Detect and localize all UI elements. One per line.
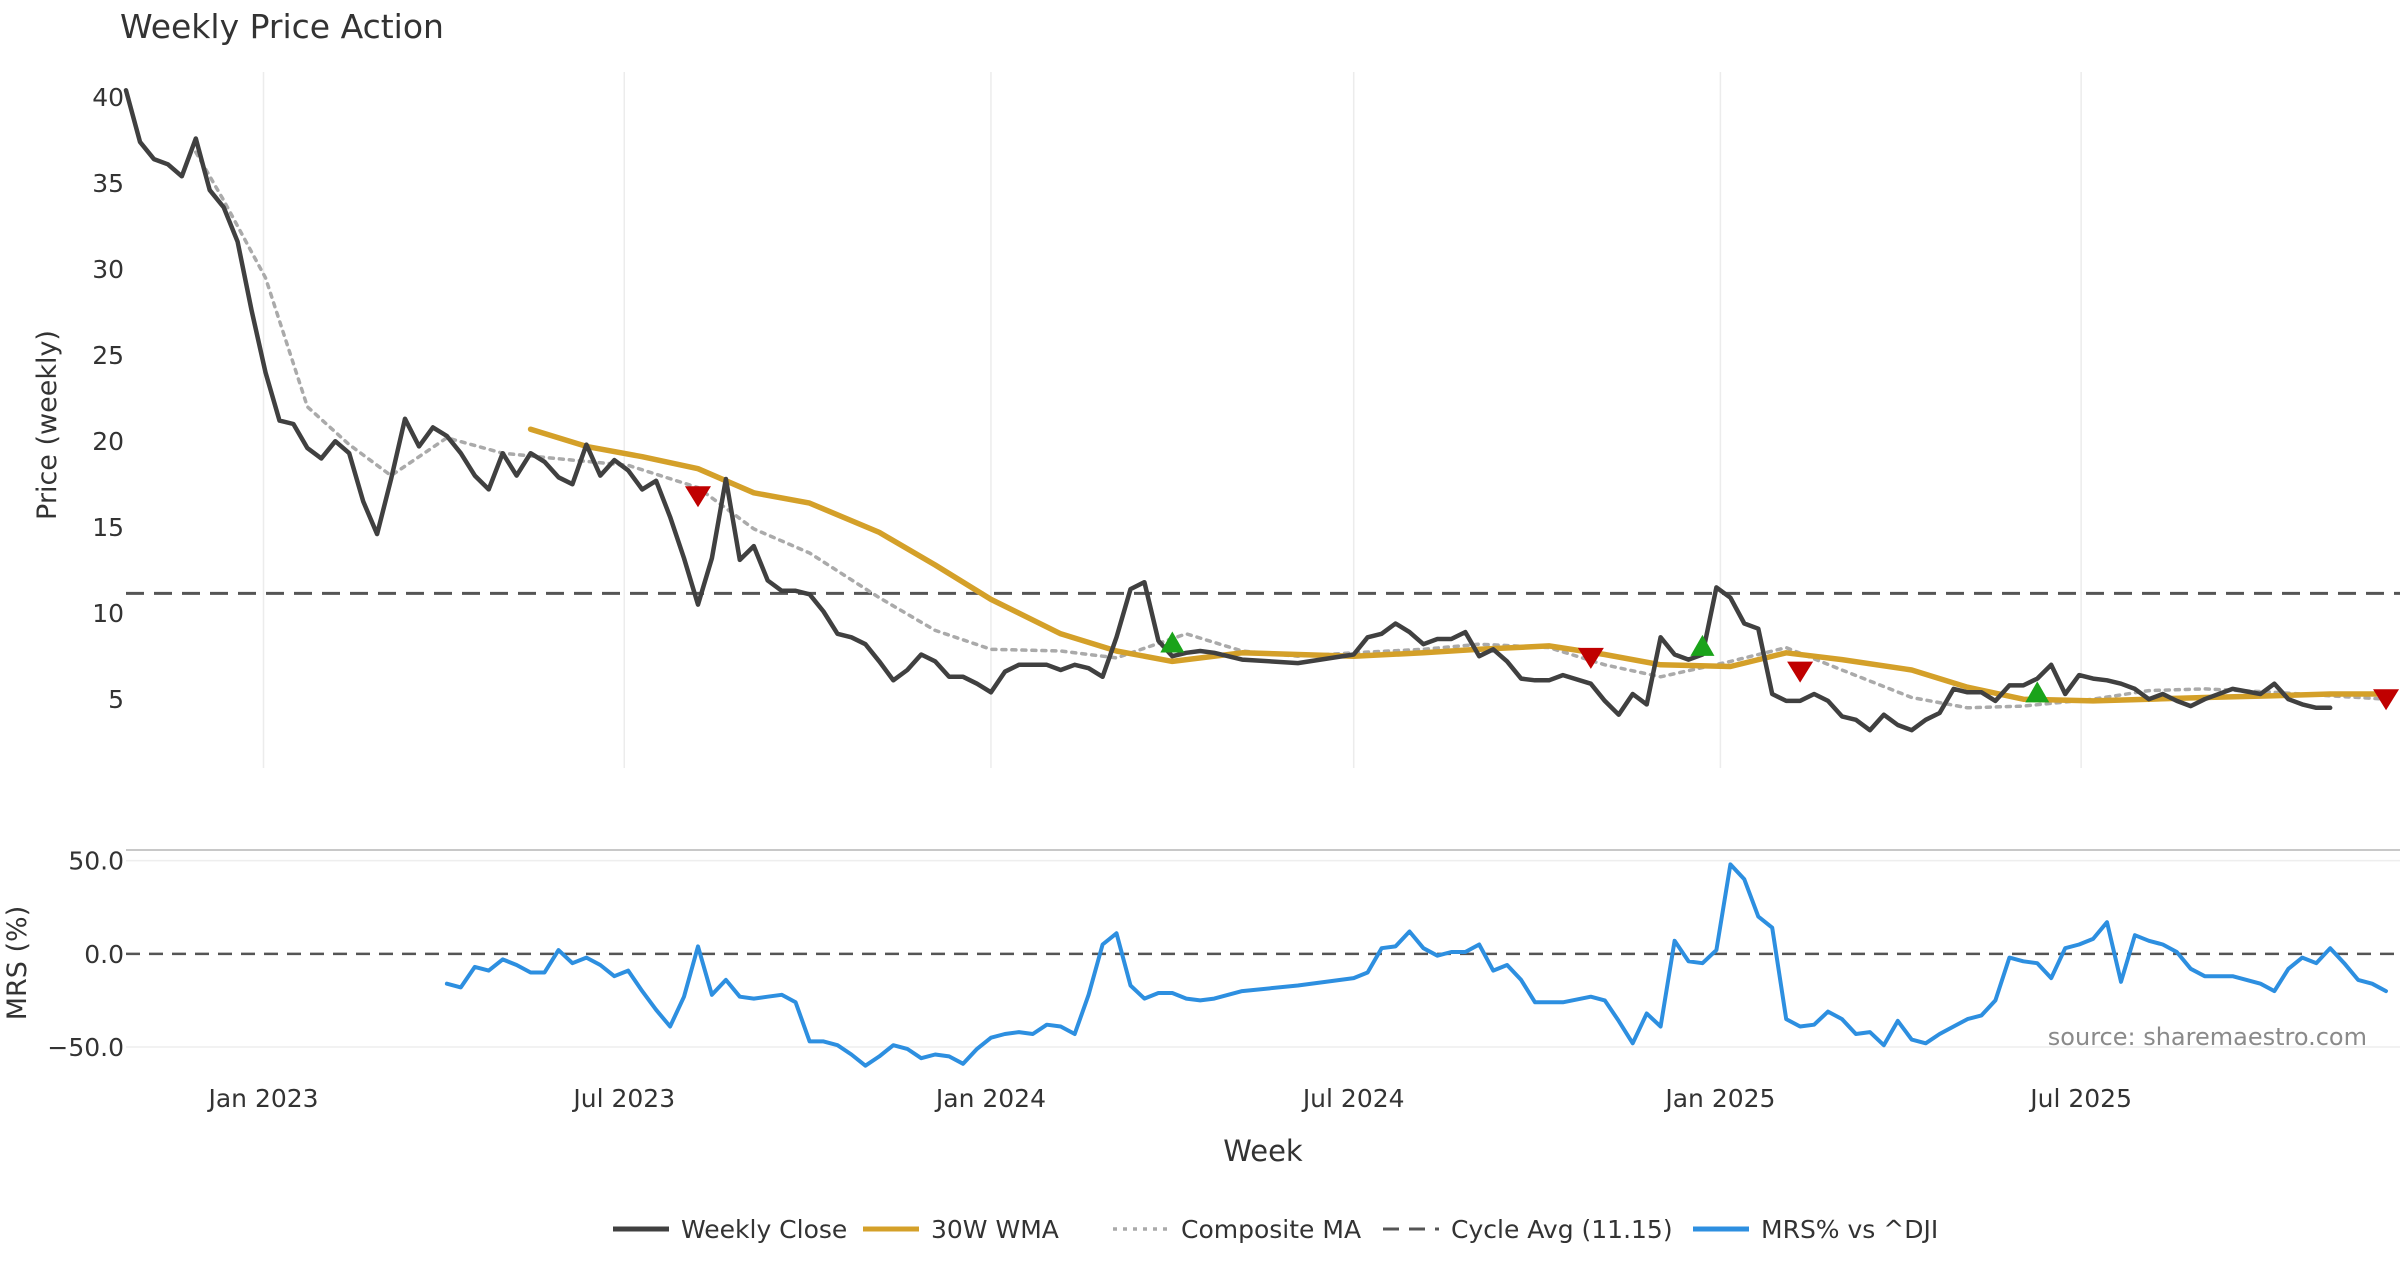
legend-label: MRS% vs ^DJI xyxy=(1761,1215,1938,1244)
x-tick-label: Jul 2025 xyxy=(2028,1084,2132,1113)
price-tick-label: 25 xyxy=(92,341,124,370)
legend-label: Weekly Close xyxy=(681,1215,847,1244)
sell-signal-marker xyxy=(684,486,711,508)
sell-signal-marker xyxy=(1577,647,1604,669)
chart-title: Weekly Price Action xyxy=(120,7,444,46)
composite-ma-line xyxy=(194,150,2388,710)
price-tick-label: 5 xyxy=(108,685,124,714)
mrs-line xyxy=(444,862,2388,1068)
x-axis-label: Week xyxy=(1223,1134,1303,1168)
price-tick-label: 40 xyxy=(92,83,124,112)
mrs-tick-label: −50.0 xyxy=(47,1033,124,1062)
mrs-tick-label: 50.0 xyxy=(68,847,124,876)
price-tick-label: 15 xyxy=(92,513,124,542)
legend-label: Cycle Avg (11.15) xyxy=(1451,1215,1673,1244)
x-tick-label: Jan 2024 xyxy=(934,1084,1046,1113)
price-y-axis-label: Price (weekly) xyxy=(32,330,63,520)
sell-signal-marker xyxy=(2373,689,2400,711)
buy-signal-marker xyxy=(2025,681,2050,703)
sell-signal-marker xyxy=(1787,661,1814,683)
x-tick-label: Jul 2024 xyxy=(1301,1084,1405,1113)
legend-label: 30W WMA xyxy=(931,1215,1059,1244)
plot-layer: 5 10 15 20 25 30 35 40 50.0 0.0 −50.0 Jan 2023 Jul 2… xyxy=(47,72,2400,1244)
price-tick-label: 10 xyxy=(92,599,124,628)
x-tick-label: Jan 2023 xyxy=(206,1084,318,1113)
legend-label: Composite MA xyxy=(1181,1215,1361,1244)
x-tick-label: Jan 2025 xyxy=(1663,1084,1775,1113)
x-tick-label: Jul 2023 xyxy=(571,1084,675,1113)
wma-30w-line xyxy=(527,426,2389,704)
price-tick-label: 30 xyxy=(92,255,124,284)
price-tick-label: 35 xyxy=(92,169,124,198)
legend: Weekly Close 30W WMA Composite MA Cycle Avg… xyxy=(613,1215,1938,1244)
buy-signal-marker xyxy=(1160,631,1185,653)
mrs-y-axis-label: MRS (%) xyxy=(2,906,33,1021)
weekly-close-line xyxy=(123,88,2333,733)
buy-signal-marker xyxy=(1690,634,1715,656)
mrs-tick-label: 0.0 xyxy=(84,940,124,969)
price-tick-label: 20 xyxy=(92,427,124,456)
